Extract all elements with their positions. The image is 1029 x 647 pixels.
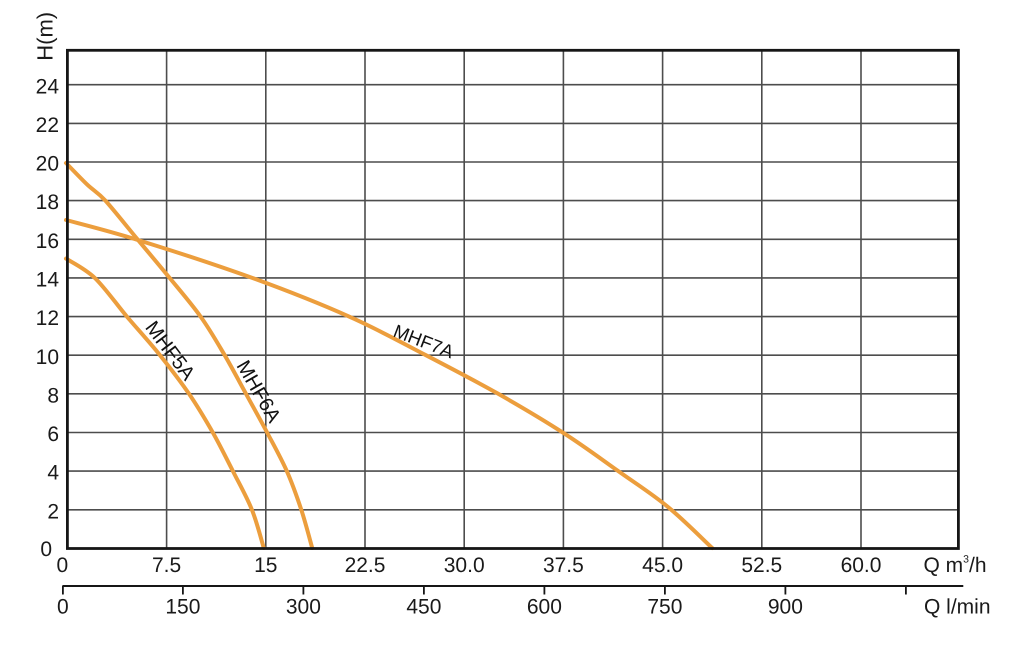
svg-text:18: 18 — [36, 191, 59, 214]
svg-text:750: 750 — [647, 596, 682, 619]
svg-text:300: 300 — [286, 596, 321, 619]
svg-text:7.5: 7.5 — [152, 554, 181, 577]
svg-text:30.0: 30.0 — [444, 554, 485, 577]
svg-text:16: 16 — [36, 230, 59, 253]
svg-text:4: 4 — [47, 462, 59, 485]
svg-text:37.5: 37.5 — [543, 554, 584, 577]
svg-text:60.0: 60.0 — [841, 554, 882, 577]
svg-text:15: 15 — [254, 554, 277, 577]
svg-text:2: 2 — [47, 500, 59, 523]
svg-text:8: 8 — [47, 384, 59, 407]
svg-text:Q m3/h: Q m3/h — [924, 554, 987, 578]
svg-text:22: 22 — [36, 114, 59, 137]
svg-text:24: 24 — [36, 75, 60, 98]
svg-text:600: 600 — [527, 596, 562, 619]
svg-text:0: 0 — [57, 596, 69, 619]
svg-text:14: 14 — [36, 269, 60, 292]
svg-text:10: 10 — [36, 346, 59, 369]
svg-text:Q l/min: Q l/min — [924, 596, 991, 619]
svg-text:45.0: 45.0 — [642, 554, 683, 577]
svg-text:0: 0 — [56, 554, 68, 577]
svg-text:20: 20 — [36, 153, 59, 176]
svg-text:150: 150 — [165, 596, 200, 619]
svg-text:900: 900 — [768, 596, 803, 619]
svg-text:0: 0 — [40, 538, 52, 561]
svg-text:H(m): H(m) — [33, 12, 58, 61]
svg-text:52.5: 52.5 — [741, 554, 782, 577]
svg-text:22.5: 22.5 — [345, 554, 386, 577]
svg-text:12: 12 — [36, 307, 59, 330]
svg-text:450: 450 — [406, 596, 441, 619]
svg-text:6: 6 — [47, 423, 59, 446]
